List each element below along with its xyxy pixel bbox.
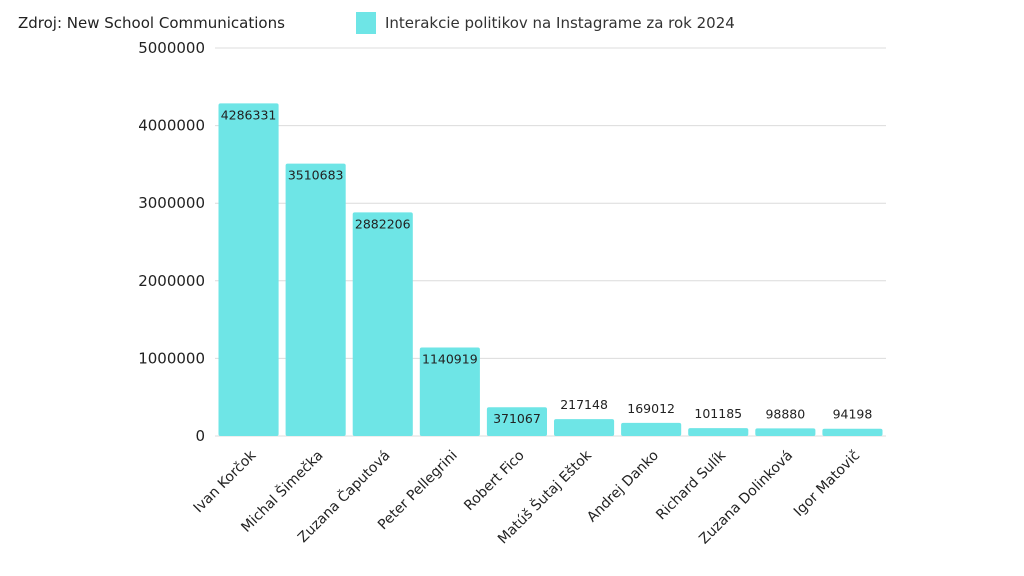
x-tick-label: Igor Matovič bbox=[791, 448, 863, 520]
bar bbox=[419, 347, 480, 436]
bar bbox=[486, 407, 547, 436]
y-tick-label: 3000000 bbox=[138, 194, 205, 212]
bar bbox=[352, 212, 413, 436]
data-label: 94198 bbox=[833, 407, 873, 422]
y-tick-label: 0 bbox=[195, 427, 205, 445]
source-note: Zdroj: New School Communications bbox=[18, 14, 285, 32]
y-tick-label: 5000000 bbox=[138, 39, 205, 57]
data-label: 101185 bbox=[694, 406, 742, 421]
legend-label: Interakcie politikov na Instagrame za ro… bbox=[385, 14, 735, 32]
data-label: 98880 bbox=[765, 406, 805, 421]
data-label: 169012 bbox=[627, 401, 675, 416]
x-tick-label: Robert Fico bbox=[461, 448, 528, 515]
y-tick-label: 4000000 bbox=[138, 117, 205, 135]
x-tick-label: Richard Sulík bbox=[653, 447, 729, 523]
x-tick-label: Ivan Korčok bbox=[191, 447, 260, 516]
y-tick-label: 2000000 bbox=[138, 272, 205, 290]
legend: Interakcie politikov na Instagrame za ro… bbox=[356, 12, 735, 34]
data-label: 3510683 bbox=[288, 168, 344, 183]
bar bbox=[755, 428, 816, 436]
data-label: 1140919 bbox=[422, 351, 478, 366]
data-label: 2882206 bbox=[355, 216, 411, 231]
data-label: 371067 bbox=[493, 411, 541, 426]
bar bbox=[285, 163, 346, 437]
bar bbox=[218, 103, 279, 437]
bar bbox=[554, 419, 615, 436]
bar bbox=[822, 428, 883, 436]
bar bbox=[621, 422, 682, 436]
x-tick-label: Andrej Danko bbox=[584, 448, 662, 526]
legend-swatch bbox=[356, 12, 376, 34]
data-label: 217148 bbox=[560, 397, 608, 412]
y-tick-label: 1000000 bbox=[138, 349, 205, 367]
bar bbox=[688, 428, 749, 436]
data-label: 4286331 bbox=[221, 107, 277, 122]
